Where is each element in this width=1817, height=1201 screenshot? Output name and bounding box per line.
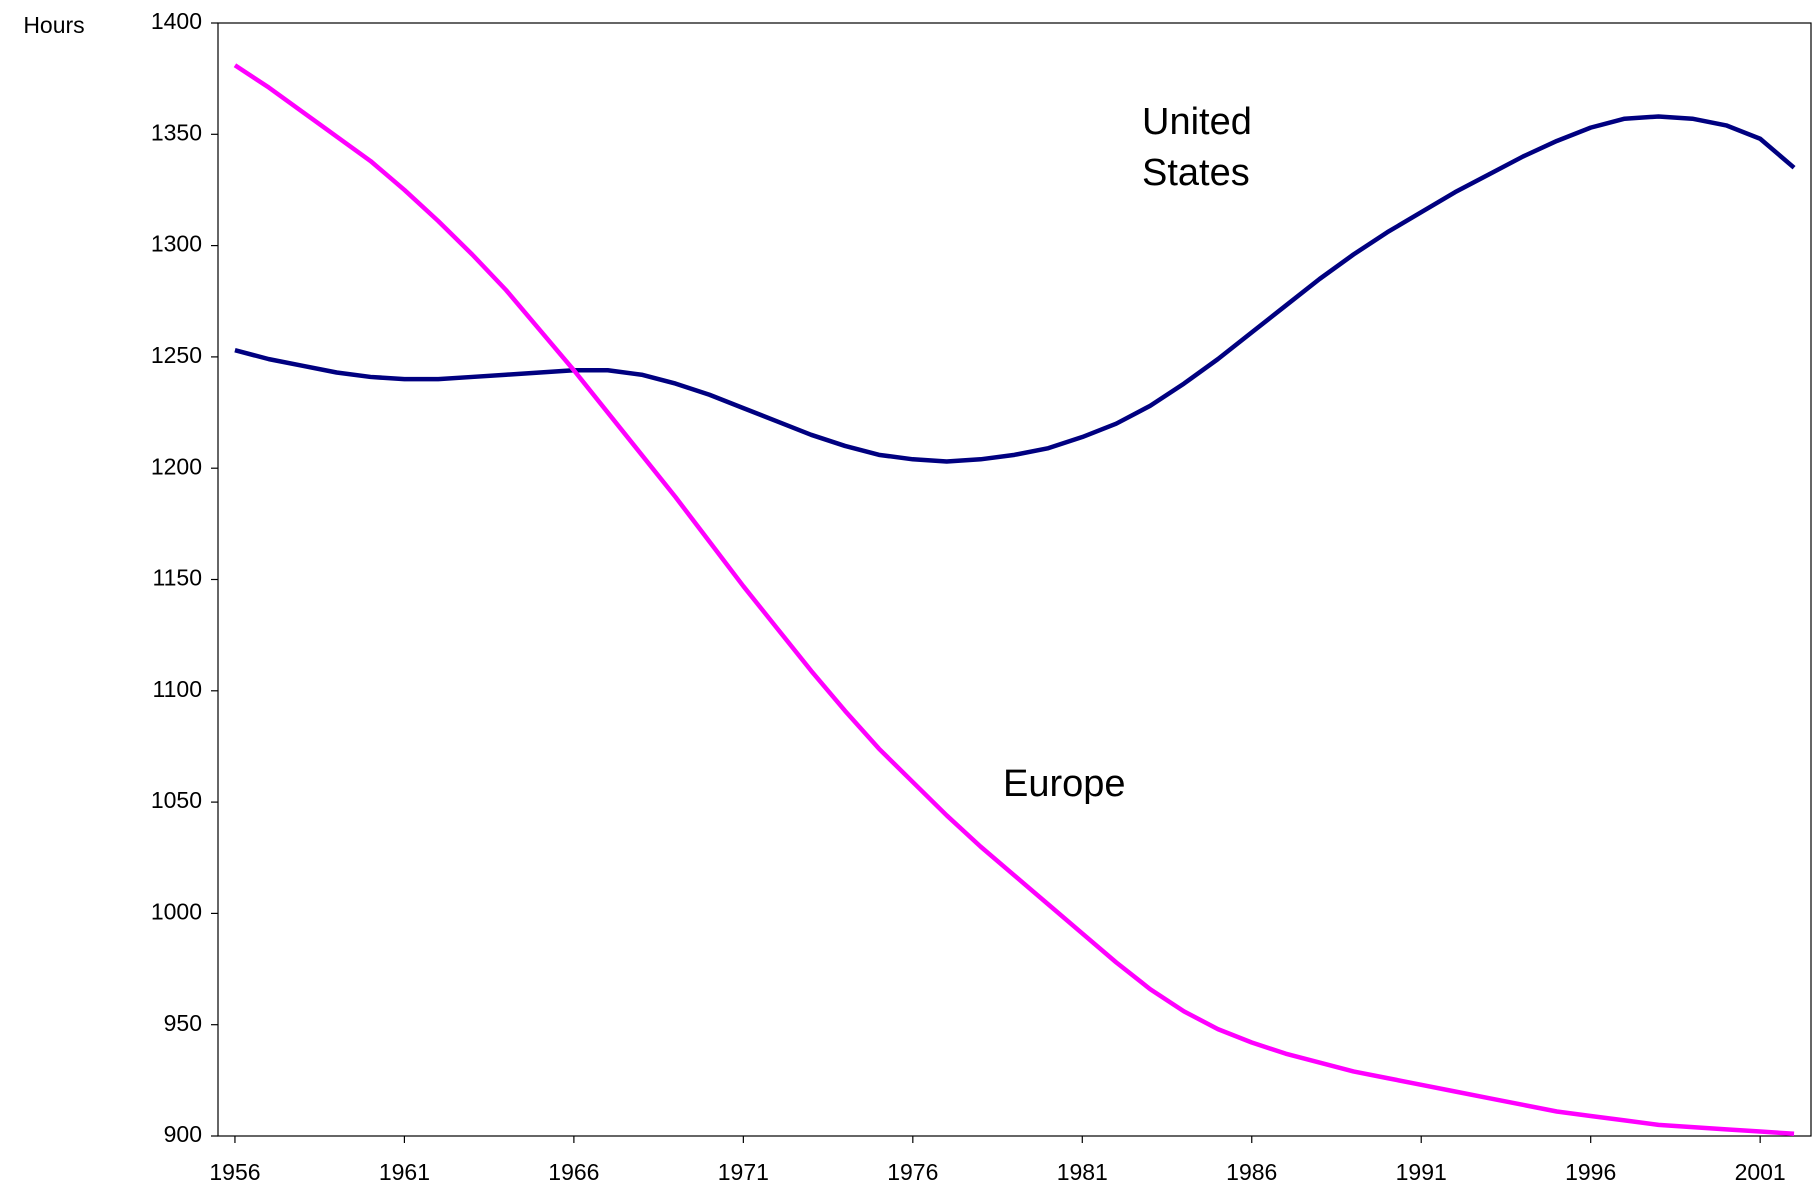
y-tick-label: 1400	[151, 8, 202, 34]
x-tick-label: 1996	[1565, 1159, 1616, 1185]
x-tick-label: 1956	[209, 1159, 260, 1185]
x-tick-label: 1966	[548, 1159, 599, 1185]
y-tick-label: 1100	[153, 676, 202, 702]
x-tick-label: 1976	[887, 1159, 938, 1185]
y-axis-label: Hours	[23, 12, 84, 38]
x-tick-label: 1986	[1226, 1159, 1277, 1185]
x-tick-label: 2001	[1735, 1159, 1786, 1185]
y-tick-label: 950	[164, 1010, 202, 1036]
series-label: United States	[1142, 101, 1252, 194]
y-tick-label: 1350	[151, 119, 202, 145]
x-tick-label: 1991	[1396, 1159, 1447, 1185]
y-tick-label: 1050	[151, 787, 202, 813]
plot-frame	[217, 22, 1812, 1137]
series-line	[233, 63, 1795, 1137]
series-label: Europe	[1003, 763, 1126, 805]
x-tick-label: 1981	[1057, 1159, 1108, 1185]
y-tick-label: 1200	[151, 453, 202, 479]
series-line	[234, 114, 1796, 464]
x-tick-label: 1971	[718, 1159, 769, 1185]
y-tick-label: 1150	[153, 565, 202, 591]
x-tick-label: 1961	[379, 1159, 430, 1185]
y-tick-label: 1000	[151, 898, 202, 924]
y-tick-label: 1300	[151, 231, 202, 257]
y-tick-label: 1250	[151, 342, 202, 368]
y-tick-label: 900	[164, 1121, 202, 1147]
